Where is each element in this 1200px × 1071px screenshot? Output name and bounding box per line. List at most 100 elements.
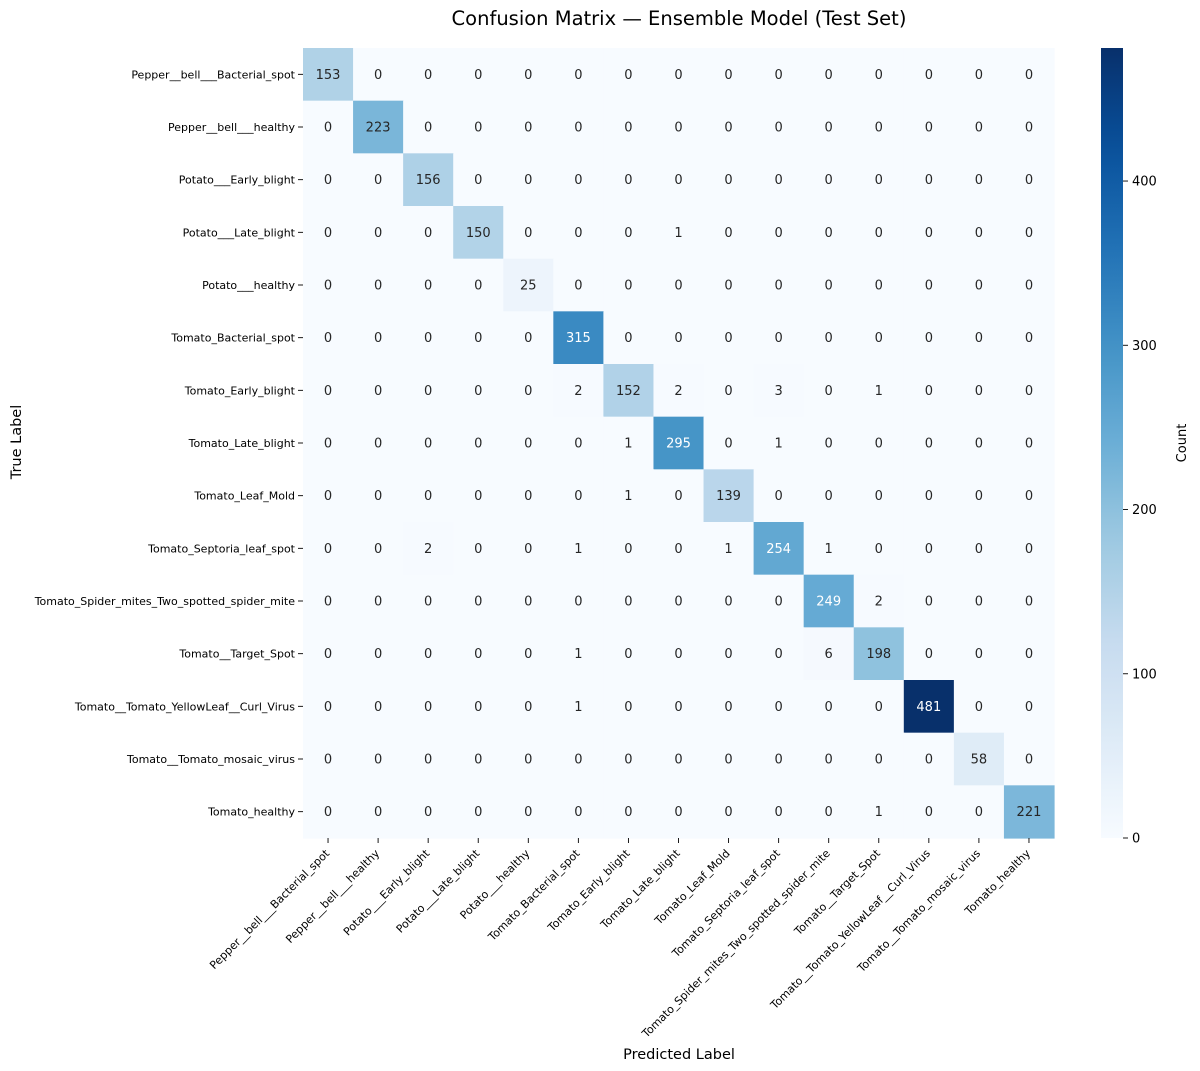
cell-value-label: 0 bbox=[374, 595, 382, 610]
heatmap-cell bbox=[753, 311, 805, 365]
y-tick-label: Tomato__Tomato_mosaic_virus bbox=[126, 753, 295, 766]
heatmap-cell bbox=[453, 364, 504, 418]
cell-value-label: 0 bbox=[474, 279, 482, 294]
cell-value-label: 0 bbox=[374, 384, 382, 399]
heatmap-cell bbox=[403, 732, 454, 786]
heatmap-cell bbox=[353, 258, 404, 312]
cell-value-label: 249 bbox=[816, 595, 841, 610]
heatmap-cell bbox=[653, 153, 705, 207]
cell-value-label: 0 bbox=[925, 647, 933, 662]
heatmap-cell bbox=[703, 416, 755, 470]
heatmap-cell bbox=[703, 574, 755, 628]
cell-value-label: 0 bbox=[524, 226, 532, 241]
cell-value-label: 0 bbox=[474, 595, 482, 610]
cell-value-label: 0 bbox=[324, 331, 332, 346]
cell-value-label: 0 bbox=[875, 331, 883, 346]
heatmap-cell bbox=[803, 258, 855, 312]
cell-value-label: 0 bbox=[825, 331, 833, 346]
y-tick-label: Tomato_Bacterial_spot bbox=[170, 332, 295, 345]
cell-value-label: 0 bbox=[474, 542, 482, 557]
heatmap-cell bbox=[853, 627, 905, 681]
heatmap-cell bbox=[953, 153, 1005, 207]
cell-value-label: 0 bbox=[1025, 647, 1033, 662]
cell-value-label: 0 bbox=[624, 595, 632, 610]
x-tick-label: Tomato_Bacterial_spot bbox=[485, 846, 583, 944]
heatmap-cell bbox=[503, 100, 554, 154]
cell-value-label: 0 bbox=[825, 173, 833, 188]
heatmap-cell bbox=[753, 153, 805, 207]
cell-value-label: 0 bbox=[875, 279, 883, 294]
heatmap-cell bbox=[953, 680, 1005, 734]
cell-value-label: 0 bbox=[975, 700, 983, 715]
y-tick-label: Tomato_healthy bbox=[207, 806, 295, 819]
heatmap-cell bbox=[353, 206, 404, 260]
cell-value-label: 0 bbox=[324, 647, 332, 662]
cell-value-label: 0 bbox=[774, 68, 782, 83]
colorbar bbox=[1101, 48, 1123, 838]
x-tick-label: Tomato__Target_Spot bbox=[791, 846, 883, 938]
cell-value-label: 0 bbox=[524, 121, 532, 136]
cell-value-label: 0 bbox=[374, 279, 382, 294]
heatmap-cell bbox=[1003, 416, 1055, 470]
heatmap-cell bbox=[553, 364, 604, 418]
cell-value-label: 1 bbox=[825, 542, 833, 557]
cell-value-label: 0 bbox=[674, 173, 682, 188]
cell-value-label: 0 bbox=[925, 226, 933, 241]
heatmap-cell bbox=[303, 732, 354, 786]
cell-value-label: 0 bbox=[1025, 331, 1033, 346]
colorbar-ticks: 0 100 200 300 400 bbox=[1123, 175, 1157, 847]
heatmap-cell bbox=[803, 574, 855, 628]
heatmap-cell bbox=[503, 732, 554, 786]
heatmap-cell bbox=[903, 522, 955, 576]
heatmap-cell bbox=[953, 627, 1005, 681]
heatmap-cell bbox=[953, 206, 1005, 260]
cell-value-label: 0 bbox=[724, 700, 732, 715]
heatmap-cell bbox=[953, 416, 1005, 470]
heatmap-cell bbox=[503, 311, 554, 365]
cell-value-label: 0 bbox=[624, 647, 632, 662]
cell-value-label: 0 bbox=[574, 595, 582, 610]
heatmap-cell bbox=[753, 522, 805, 576]
heatmap-cell bbox=[1003, 48, 1055, 102]
cell-value-label: 0 bbox=[774, 226, 782, 241]
heatmap-cell bbox=[553, 153, 604, 207]
cell-value-label: 0 bbox=[1025, 279, 1033, 294]
cell-value-label: 0 bbox=[624, 700, 632, 715]
heatmap-cell bbox=[403, 469, 454, 523]
cell-value-label: 0 bbox=[574, 121, 582, 136]
cell-value-label: 0 bbox=[724, 173, 732, 188]
cell-value-label: 0 bbox=[1025, 173, 1033, 188]
heatmap-cell bbox=[503, 258, 554, 312]
heatmap-cell bbox=[453, 258, 504, 312]
cell-value-label: 0 bbox=[324, 173, 332, 188]
heatmap-cell bbox=[953, 100, 1005, 154]
y-tick-label: Potato___Early_blight bbox=[179, 174, 296, 187]
heatmap-cell bbox=[453, 469, 504, 523]
cell-value-label: 0 bbox=[574, 173, 582, 188]
heatmap-cell bbox=[403, 258, 454, 312]
x-tick-label: Tomato_Early_blight bbox=[545, 846, 633, 934]
cell-value-label: 0 bbox=[674, 489, 682, 504]
y-tick-label: Potato___healthy bbox=[202, 279, 295, 292]
cell-value-label: 0 bbox=[925, 542, 933, 557]
heatmap-cell bbox=[753, 48, 805, 102]
cell-value-label: 0 bbox=[324, 226, 332, 241]
cell-value-label: 1 bbox=[875, 384, 883, 399]
cell-value-label: 0 bbox=[674, 68, 682, 83]
y-axis-label: True Label bbox=[9, 405, 25, 481]
heatmap-cell bbox=[903, 48, 955, 102]
heatmap-cell bbox=[753, 680, 805, 734]
x-tick-label: Potato___Late_blight bbox=[394, 846, 483, 935]
heatmap-cell bbox=[503, 680, 554, 734]
heatmap-cell bbox=[903, 680, 955, 734]
heatmap-cell bbox=[303, 100, 354, 154]
cell-value-label: 0 bbox=[825, 700, 833, 715]
heatmap-cell bbox=[653, 416, 705, 470]
heatmap-cell bbox=[803, 522, 855, 576]
cell-value-label: 0 bbox=[975, 121, 983, 136]
cell-value-label: 0 bbox=[875, 753, 883, 768]
heatmap-cell bbox=[753, 258, 805, 312]
colorbar-tick-label: 100 bbox=[1132, 667, 1157, 682]
cell-value-label: 0 bbox=[774, 121, 782, 136]
